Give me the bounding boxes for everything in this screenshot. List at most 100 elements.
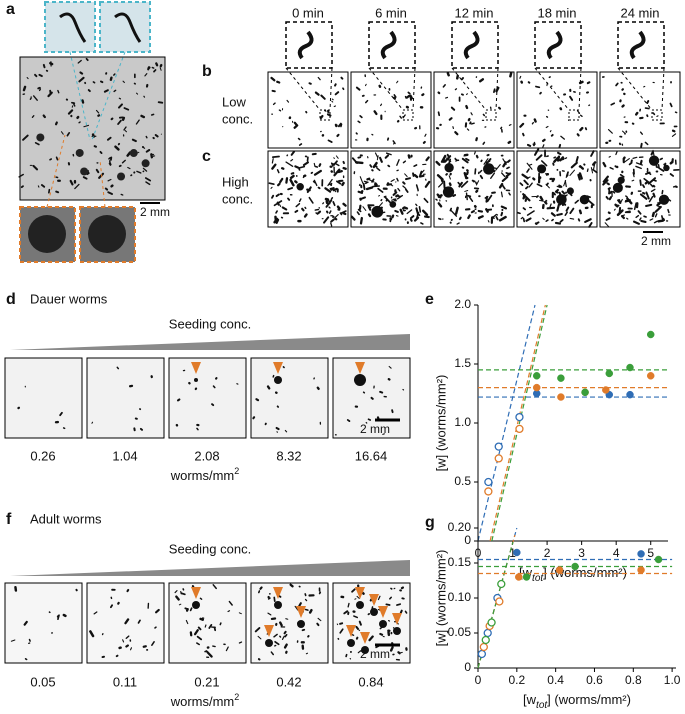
worm xyxy=(276,169,280,174)
worm xyxy=(91,421,94,424)
scale-label: 2 mm xyxy=(360,647,390,661)
worm xyxy=(303,213,308,218)
worm xyxy=(334,214,339,219)
worm xyxy=(391,214,395,219)
worm xyxy=(333,105,337,108)
worm xyxy=(22,85,27,92)
worm xyxy=(415,184,419,191)
worm xyxy=(304,608,309,611)
worm xyxy=(32,95,38,101)
worm xyxy=(271,194,275,199)
worm xyxy=(380,103,383,107)
worm xyxy=(539,195,544,202)
worm xyxy=(532,177,536,181)
worm xyxy=(219,622,222,626)
unit-sup: 2 xyxy=(234,466,239,476)
worm xyxy=(653,179,657,182)
callout xyxy=(578,67,582,111)
worm xyxy=(535,195,539,198)
worm xyxy=(113,73,116,76)
worm xyxy=(341,181,345,187)
worm xyxy=(92,81,96,84)
worm xyxy=(366,177,371,181)
worm xyxy=(281,635,285,641)
row-label: conc. xyxy=(222,191,253,206)
worm xyxy=(57,89,60,94)
worm xyxy=(569,169,575,176)
worm xyxy=(449,207,453,212)
worm xyxy=(95,168,100,174)
y-tick-label: 1.0 xyxy=(454,415,471,429)
worm xyxy=(470,112,473,116)
worm xyxy=(74,183,80,190)
worm xyxy=(379,390,384,394)
worm xyxy=(357,208,362,213)
worm xyxy=(604,222,610,228)
worm xyxy=(317,76,321,81)
time-label: 12 min xyxy=(454,5,493,20)
worm xyxy=(151,66,155,69)
worm xyxy=(95,109,100,114)
worm xyxy=(640,219,647,223)
worm xyxy=(238,641,243,644)
worm xyxy=(267,612,272,616)
worm xyxy=(528,163,533,166)
worm xyxy=(185,619,189,625)
worm xyxy=(372,185,381,188)
worm xyxy=(569,95,574,101)
worm xyxy=(482,141,486,145)
scale-label: 2 mm xyxy=(360,422,390,436)
worm xyxy=(212,385,216,389)
worm xyxy=(38,88,42,92)
arrowhead xyxy=(273,362,283,374)
worm xyxy=(424,133,427,137)
aggregate xyxy=(379,620,387,628)
worm xyxy=(71,101,76,105)
worm xyxy=(78,76,85,83)
roi xyxy=(651,109,663,121)
worm xyxy=(460,180,469,188)
worm xyxy=(415,207,420,216)
worm xyxy=(124,618,130,625)
worm xyxy=(270,186,273,189)
worm xyxy=(326,113,332,117)
worm xyxy=(654,213,658,218)
worm xyxy=(196,635,203,641)
x-axis-label: [wtot] (worms/mm²) xyxy=(523,692,631,710)
worm xyxy=(649,218,654,221)
worm xyxy=(59,411,63,417)
worm xyxy=(308,196,314,204)
worm xyxy=(397,187,401,192)
worm xyxy=(374,152,379,158)
worm xyxy=(271,158,274,164)
worm xyxy=(285,161,294,167)
worm xyxy=(525,217,532,222)
unit-sup: 2 xyxy=(234,692,239,702)
worm xyxy=(475,137,478,142)
worm xyxy=(648,195,654,203)
worm xyxy=(335,163,340,167)
row-label: Low xyxy=(222,94,246,109)
worm xyxy=(289,583,294,588)
worm xyxy=(154,626,157,629)
worm xyxy=(577,218,581,222)
worm xyxy=(294,180,298,184)
worm xyxy=(199,597,203,600)
worm xyxy=(569,207,575,215)
y-axis-label: [w] (worms/mm²) xyxy=(433,550,448,647)
data-point xyxy=(484,487,493,496)
worm xyxy=(570,161,578,169)
worm xyxy=(619,173,625,178)
worm xyxy=(590,167,594,174)
worm xyxy=(78,121,81,124)
worm xyxy=(406,209,413,215)
worm xyxy=(208,624,213,629)
worm xyxy=(563,179,567,187)
worm xyxy=(340,76,344,80)
worm xyxy=(479,174,484,180)
worm xyxy=(461,157,469,164)
worm xyxy=(465,104,469,110)
aggregate xyxy=(361,646,369,654)
worm xyxy=(259,586,263,590)
inset xyxy=(44,1,96,53)
